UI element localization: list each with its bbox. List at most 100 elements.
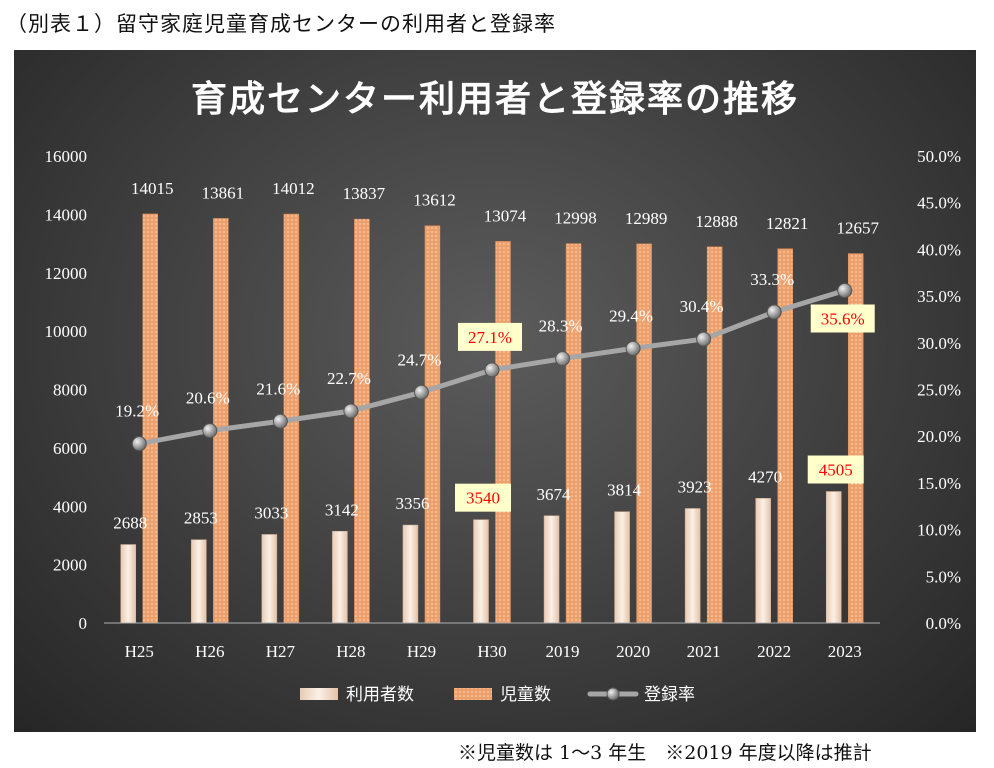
children-label-0: 14015 [131, 179, 174, 198]
rate-label-2: 21.6% [256, 379, 300, 398]
legend-users-swatch [300, 688, 338, 700]
x-tick-7: 2020 [616, 642, 650, 661]
rate-marker-5 [484, 362, 500, 378]
x-tick-0: H25 [125, 642, 154, 661]
left-tick-2: 4000 [53, 497, 87, 516]
x-tick-10: 2023 [828, 642, 862, 661]
legend-rate-marker [606, 687, 620, 701]
right-tick-0: 0.0% [926, 614, 961, 633]
users-label-0: 2688 [113, 514, 147, 533]
left-tick-3: 6000 [53, 439, 87, 458]
x-tick-2: H27 [266, 642, 296, 661]
users-label-1: 2853 [184, 509, 218, 528]
children-label-5: 13074 [484, 206, 527, 225]
left-tick-7: 14000 [45, 205, 88, 224]
children-bar-3 [354, 218, 370, 624]
rate-label-1: 20.6% [186, 389, 230, 408]
left-tick-8: 16000 [45, 147, 88, 166]
right-tick-2: 10.0% [917, 521, 961, 540]
rate-marker-2 [272, 413, 288, 429]
x-tick-5: H30 [477, 642, 506, 661]
legend-rate-label: 登録率 [644, 685, 695, 705]
users-bar-3 [332, 531, 348, 624]
chart-title: 育成センター利用者と登録率の推移 [191, 79, 799, 120]
children-bar-7 [636, 243, 652, 624]
children-label-3: 13837 [343, 184, 386, 203]
users-bar-1 [191, 539, 207, 624]
rate-marker-7 [625, 340, 641, 356]
users-label-3: 3142 [325, 500, 359, 519]
left-tick-0: 0 [79, 614, 88, 633]
right-tick-5: 25.0% [917, 381, 961, 400]
right-tick-8: 40.0% [917, 240, 961, 259]
rate-label-4: 24.7% [397, 350, 441, 369]
rate-marker-3 [343, 403, 359, 419]
rate-marker-10 [837, 282, 853, 298]
users-bar-0 [120, 544, 137, 624]
rate-label-0: 19.2% [115, 402, 159, 421]
left-tick-5: 10000 [45, 322, 88, 341]
rate-label-3: 22.7% [327, 369, 371, 388]
rate-label-5: 27.1% [468, 328, 512, 347]
legend-children-swatch [454, 688, 492, 700]
legend: 利用者数 児童数 登録率 [300, 685, 695, 705]
users-bar-2 [261, 534, 278, 624]
rate-label-10-bg [810, 304, 875, 333]
x-tick-8: 2021 [687, 642, 721, 661]
rate-marker-4 [413, 384, 429, 400]
children-label-4: 13612 [413, 191, 456, 210]
children-bar-4 [424, 225, 441, 624]
legend-users-label: 利用者数 [346, 685, 414, 705]
children-label-10: 12657 [836, 219, 879, 238]
users-label-6: 3674 [537, 485, 572, 504]
chart: 育成センター利用者と登録率の推移 14015 13861 14012 13837 136… [45, 79, 962, 705]
rate-label-5-bg [458, 322, 522, 351]
users-bar-8 [684, 508, 701, 624]
rate-marker-9 [766, 304, 782, 320]
children-label-7: 12989 [625, 209, 668, 228]
right-tick-4: 20.0% [917, 427, 961, 446]
users-bar-6 [543, 515, 560, 624]
right-tick-7: 35.0% [917, 287, 961, 306]
rate-label-9: 33.3% [750, 270, 794, 289]
rate-label-8: 30.4% [680, 297, 724, 316]
users-label-9: 4270 [748, 467, 782, 486]
rate-marker-0 [131, 436, 147, 452]
users-label-2: 3033 [254, 503, 288, 522]
children-bar-6 [565, 243, 582, 624]
users-label-5: 3540 [466, 489, 500, 508]
x-tick-4: H29 [407, 642, 436, 661]
children-label-9: 12821 [766, 214, 809, 233]
left-tick-4: 8000 [53, 381, 87, 400]
right-tick-6: 30.0% [917, 334, 961, 353]
rate-label-7: 29.4% [609, 306, 653, 325]
children-label-1: 13861 [202, 183, 245, 202]
users-bar-10 [825, 491, 842, 624]
left-tick-1: 2000 [53, 556, 87, 575]
right-tick-10: 50.0% [917, 147, 961, 166]
children-label-6: 12998 [554, 209, 597, 228]
right-tick-1: 5.0% [926, 567, 961, 586]
rate-marker-8 [696, 331, 712, 347]
right-tick-9: 45.0% [917, 194, 961, 213]
users-bar-4 [402, 524, 419, 624]
x-tick-6: 2019 [546, 642, 580, 661]
users-label-10: 4505 [819, 461, 853, 480]
chart-frame: 育成センター利用者と登録率の推移 14015 13861 14012 13837 136… [14, 50, 976, 732]
legend-children-label: 児童数 [500, 685, 551, 705]
x-tick-9: 2022 [757, 642, 791, 661]
users-label-4: 3356 [395, 494, 429, 513]
rate-marker-1 [202, 423, 218, 439]
users-bar-7 [614, 511, 630, 624]
users-bar-5 [473, 519, 489, 624]
rate-marker-6 [555, 351, 571, 367]
x-tick-3: H28 [336, 642, 365, 661]
children-bar-1 [213, 218, 229, 624]
rate-label-10: 35.6% [821, 309, 865, 328]
left-tick-6: 12000 [45, 264, 88, 283]
right-tick-3: 15.0% [917, 474, 961, 493]
rate-label-6: 28.3% [539, 317, 583, 336]
users-label-10-bg [807, 455, 864, 484]
children-label-8: 12888 [695, 212, 738, 231]
footnote: ※児童数は 1〜3 年生 ※2019 年度以降は推計 [458, 742, 872, 764]
